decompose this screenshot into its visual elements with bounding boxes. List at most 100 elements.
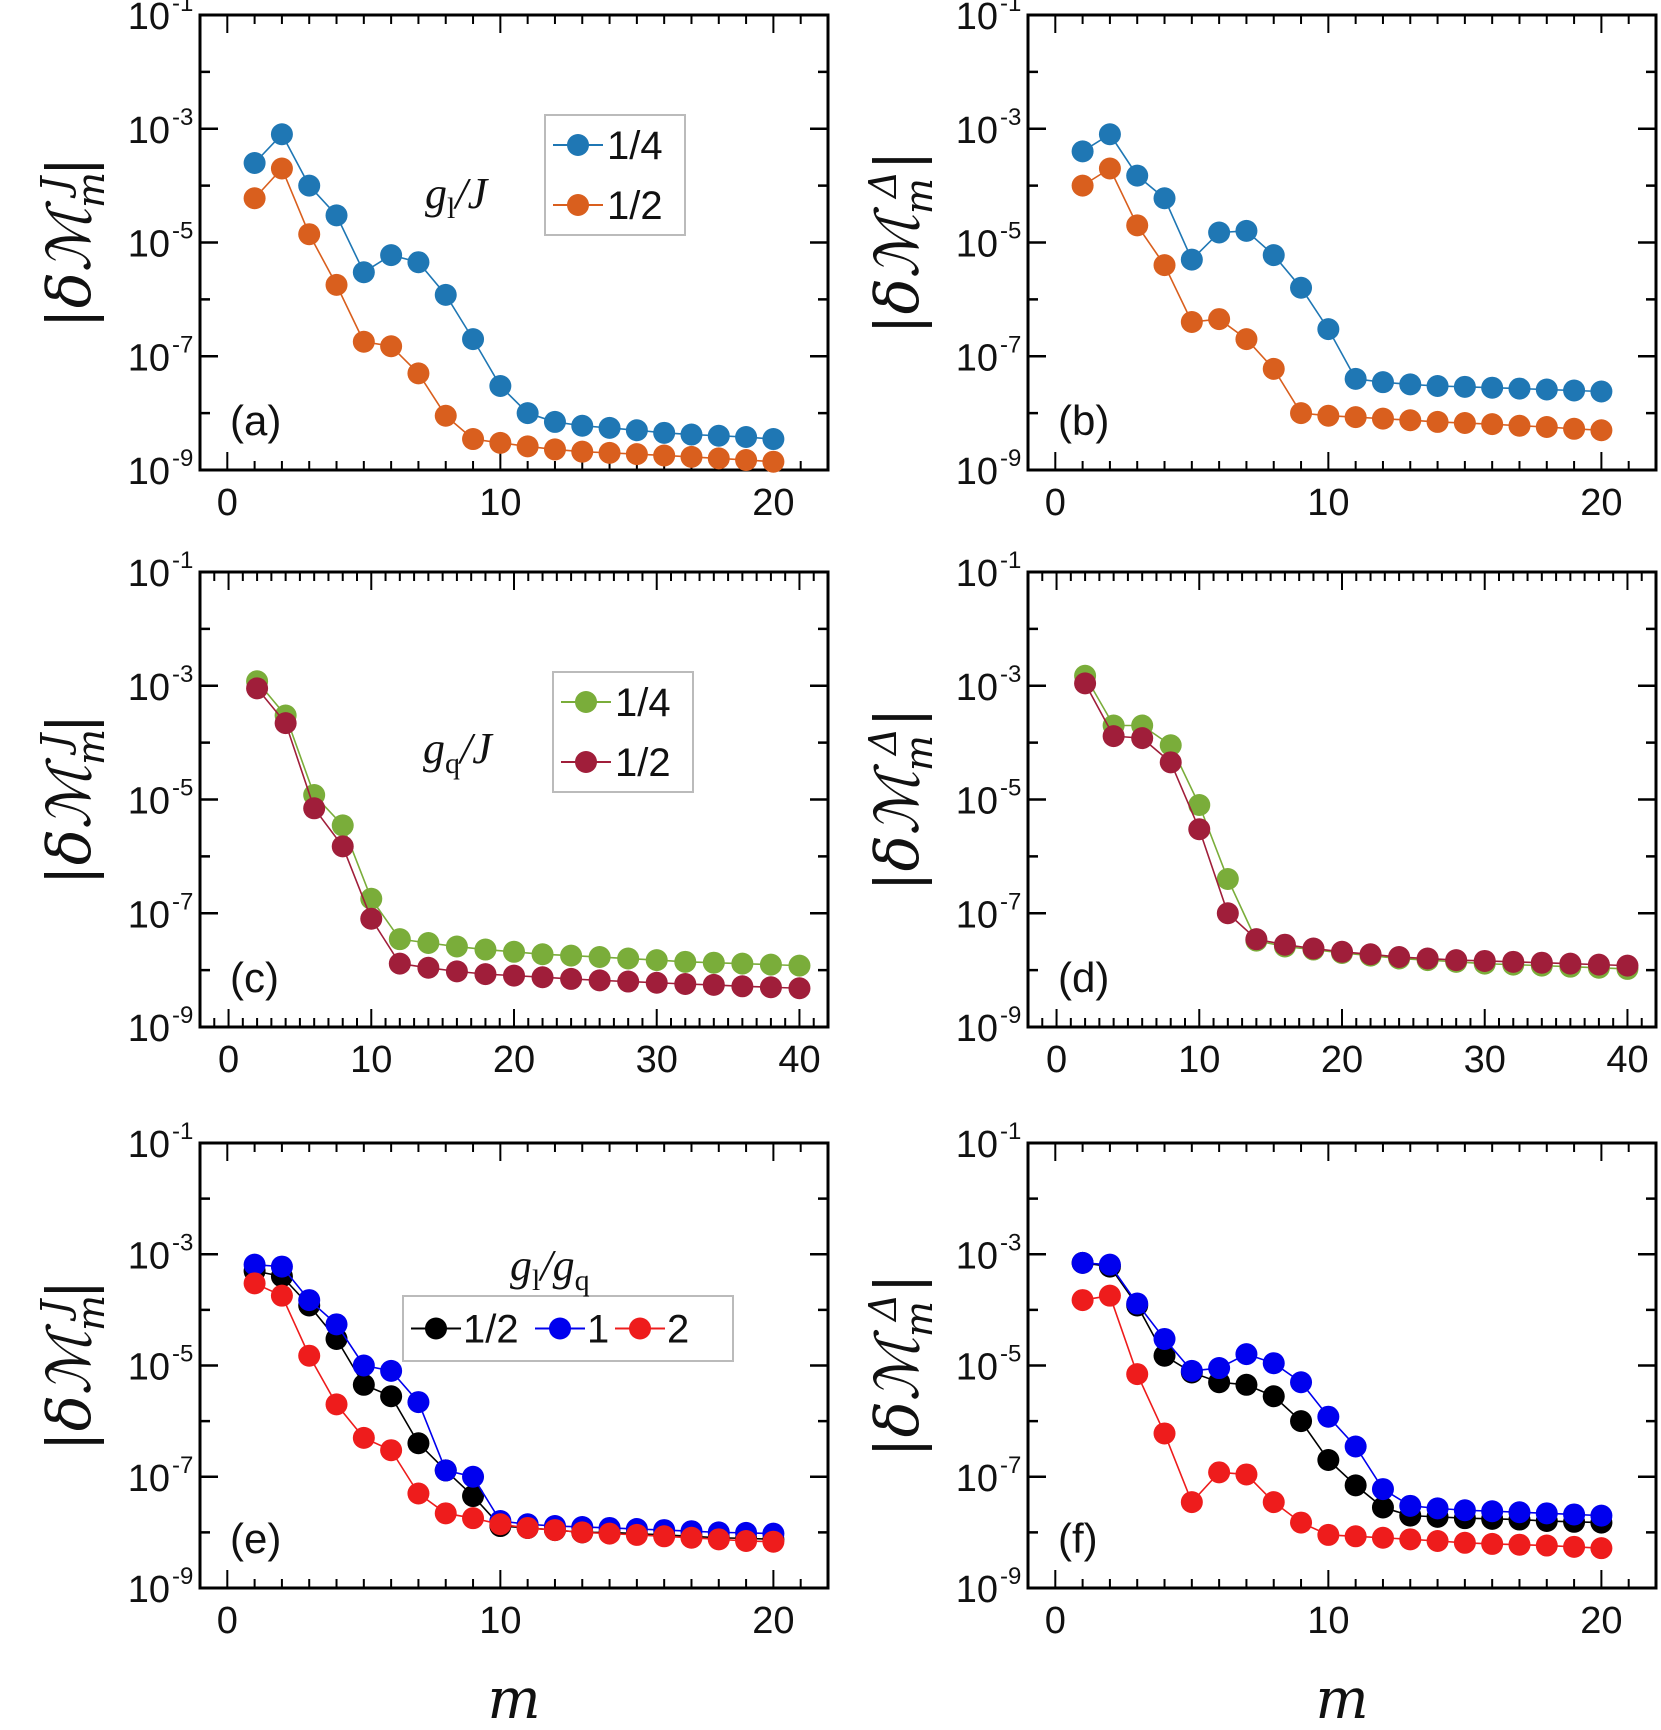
data-point <box>531 966 554 989</box>
x-tick-label: 40 <box>778 1039 820 1081</box>
data-point <box>1371 1478 1394 1501</box>
y-tick-label: 10 <box>956 337 998 379</box>
data-point <box>1071 1289 1094 1312</box>
y-tick-label: 10 <box>956 1347 998 1389</box>
data-point <box>1262 244 1285 267</box>
data-point <box>598 416 621 439</box>
data-point <box>380 244 403 267</box>
y-tick-label-exponent: -5 <box>172 218 193 245</box>
data-point <box>1126 1292 1149 1315</box>
data-point <box>1126 1363 1149 1386</box>
panel-a: 10 -910 -710 -510 -310 -10 10 20|δℳmJ|(a)1/41/2… <box>33 0 830 524</box>
data-point <box>246 677 269 700</box>
data-point <box>1508 1501 1531 1524</box>
data-point <box>516 1516 539 1539</box>
data-point <box>1563 417 1586 440</box>
x-tick-label: 10 <box>479 482 521 524</box>
y-tick-label-exponent: -5 <box>172 1341 193 1368</box>
legend: 1/41/2 <box>544 114 686 236</box>
panel-f: 10 -910 -710 -510 -310 -10 10 20|δℳmΔ|(f) <box>861 1118 1658 1642</box>
data-point <box>1290 1371 1313 1394</box>
data-point <box>1344 406 1367 429</box>
data-point <box>674 950 697 973</box>
x-axis-label: m <box>1315 1667 1368 1730</box>
y-tick-label: 10 <box>128 1235 170 1277</box>
data-point <box>1508 377 1531 400</box>
data-point <box>1290 1511 1313 1534</box>
data-point <box>1235 328 1258 351</box>
data-point <box>417 956 440 979</box>
panel-label: (d) <box>1058 954 1109 1001</box>
data-point <box>707 1528 730 1551</box>
y-axis-label-group: |δℳmJ| <box>33 1280 113 1452</box>
data-point <box>380 335 403 358</box>
legend-box <box>544 114 686 236</box>
data-point <box>617 970 640 993</box>
y-tick-label-exponent: -7 <box>1000 888 1021 915</box>
legend-label: 1/2 <box>615 741 671 785</box>
legend: 1/41/2 <box>552 671 694 793</box>
data-point <box>1126 164 1149 187</box>
data-point <box>1208 1461 1231 1484</box>
data-point <box>1508 1533 1531 1556</box>
data-point <box>1502 950 1525 973</box>
y-tick-label-exponent: -1 <box>1000 1118 1021 1145</box>
y-tick-label-exponent: -7 <box>172 888 193 915</box>
data-point <box>1559 952 1582 975</box>
series-1-2 <box>1071 157 1613 442</box>
y-tick-label: 10 <box>956 894 998 936</box>
data-point <box>388 928 411 951</box>
data-point <box>762 1530 785 1553</box>
y-tick-label: 10 <box>956 224 998 266</box>
data-point <box>653 421 676 444</box>
x-tick-label: 40 <box>1606 1039 1648 1081</box>
data-point <box>1262 1385 1285 1408</box>
data-point <box>1535 416 1558 439</box>
series-2 <box>1071 1284 1613 1560</box>
data-point <box>331 814 354 837</box>
data-point <box>680 1526 703 1549</box>
data-point <box>531 943 554 966</box>
data-point <box>1590 1537 1613 1560</box>
data-point <box>1262 357 1285 380</box>
legend-marker <box>425 1317 447 1340</box>
data-point <box>352 330 375 353</box>
data-point <box>489 1513 512 1536</box>
data-point <box>653 1525 676 1548</box>
data-point <box>1563 379 1586 402</box>
data-point <box>1208 221 1231 244</box>
panel-d: 10 -910 -710 -510 -310 -10 10 20 30 40|δℳmΔ|(d) <box>861 547 1658 1081</box>
data-point <box>1235 1373 1258 1396</box>
legend-box <box>552 671 694 793</box>
data-point <box>1317 1449 1340 1472</box>
data-point <box>588 969 611 992</box>
data-point <box>645 949 668 972</box>
data-point <box>1153 1344 1176 1367</box>
data-point <box>1180 1491 1203 1514</box>
y-tick-label-exponent: -5 <box>1000 218 1021 245</box>
data-point <box>1153 187 1176 210</box>
y-tick-label: 10 <box>128 1008 170 1050</box>
data-point <box>1508 414 1531 437</box>
y-tick-label-exponent: -3 <box>1000 104 1021 131</box>
plot-frame <box>198 13 830 472</box>
data-point <box>598 441 621 464</box>
data-point <box>474 963 497 986</box>
series-1-2 <box>1071 1251 1613 1534</box>
data-point <box>270 1284 293 1307</box>
legend-title: gq/J <box>423 724 494 780</box>
data-point <box>762 428 785 451</box>
data-point <box>407 1432 430 1455</box>
data-point <box>731 952 754 975</box>
y-tick-label-exponent: -3 <box>1000 661 1021 688</box>
y-tick-label: 10 <box>128 1569 170 1611</box>
x-tick-label: 10 <box>1307 482 1349 524</box>
data-point <box>680 445 703 468</box>
data-point <box>407 362 430 385</box>
y-tick-label: 10 <box>956 451 998 493</box>
series-line <box>1082 1262 1602 1517</box>
plot-frame <box>198 1141 830 1590</box>
data-point <box>1262 1352 1285 1375</box>
data-point <box>380 1359 403 1382</box>
y-tick-label-exponent: -7 <box>172 1452 193 1479</box>
